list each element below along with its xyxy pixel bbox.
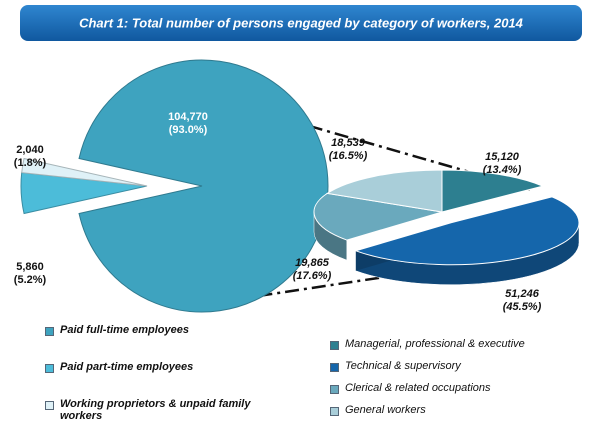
value-label: 15,120 bbox=[485, 151, 520, 163]
legend-item: General workers bbox=[330, 404, 570, 416]
percent-label: (5.2%) bbox=[14, 274, 47, 286]
legend-label: General workers bbox=[345, 404, 426, 416]
chart-title: Chart 1: Total number of persons engaged… bbox=[79, 15, 524, 30]
legend-label: Paid full-time employees bbox=[60, 324, 189, 336]
percent-label: (17.6%) bbox=[293, 270, 332, 282]
legend-swatch bbox=[45, 401, 54, 410]
value-label: 2,040 bbox=[16, 144, 44, 156]
percent-label: (16.5%) bbox=[329, 150, 368, 162]
legend-item: Paid part-time employees bbox=[45, 361, 265, 373]
value-label: 104,770 bbox=[168, 111, 208, 123]
legend-item: Paid full-time employees bbox=[45, 324, 265, 336]
legend-label: Technical & supervisory bbox=[345, 360, 461, 372]
legend-label: Managerial, professional & executive bbox=[345, 338, 525, 350]
percent-label: (45.5%) bbox=[503, 301, 542, 313]
legend-item: Technical & supervisory bbox=[330, 360, 570, 372]
legend-swatch bbox=[330, 385, 339, 394]
title-banner bbox=[20, 5, 582, 41]
legend-label: Clerical & related occupations bbox=[345, 382, 491, 394]
percent-label: (13.4%) bbox=[483, 164, 522, 176]
pie-slice bbox=[313, 192, 443, 241]
value-label: 5,860 bbox=[16, 261, 44, 273]
legend-swatch bbox=[45, 327, 54, 336]
legend-label: Working proprietors & unpaid family work… bbox=[60, 398, 251, 422]
pie-slice bbox=[441, 169, 545, 213]
legend-item: Managerial, professional & executive bbox=[330, 338, 570, 350]
pie-slice bbox=[354, 196, 580, 266]
legend-swatch bbox=[330, 407, 339, 416]
legend-swatch bbox=[45, 364, 54, 373]
pie-slice bbox=[78, 59, 329, 313]
legend-swatch bbox=[330, 341, 339, 350]
value-label: 19,865 bbox=[295, 257, 330, 269]
value-label: 18,539 bbox=[331, 137, 366, 149]
legend-swatch bbox=[330, 363, 339, 372]
legend-label: Paid part-time employees bbox=[60, 361, 194, 373]
pie-slice bbox=[325, 169, 443, 213]
percent-label: (93.0%) bbox=[169, 124, 208, 136]
value-label: 51,246 bbox=[505, 288, 540, 300]
pie-slice bbox=[21, 157, 148, 187]
legend-item: Clerical & related occupations bbox=[330, 382, 570, 394]
legend-item: Working proprietors & unpaid family work… bbox=[45, 398, 265, 422]
percent-label: (1.8%) bbox=[14, 157, 47, 169]
